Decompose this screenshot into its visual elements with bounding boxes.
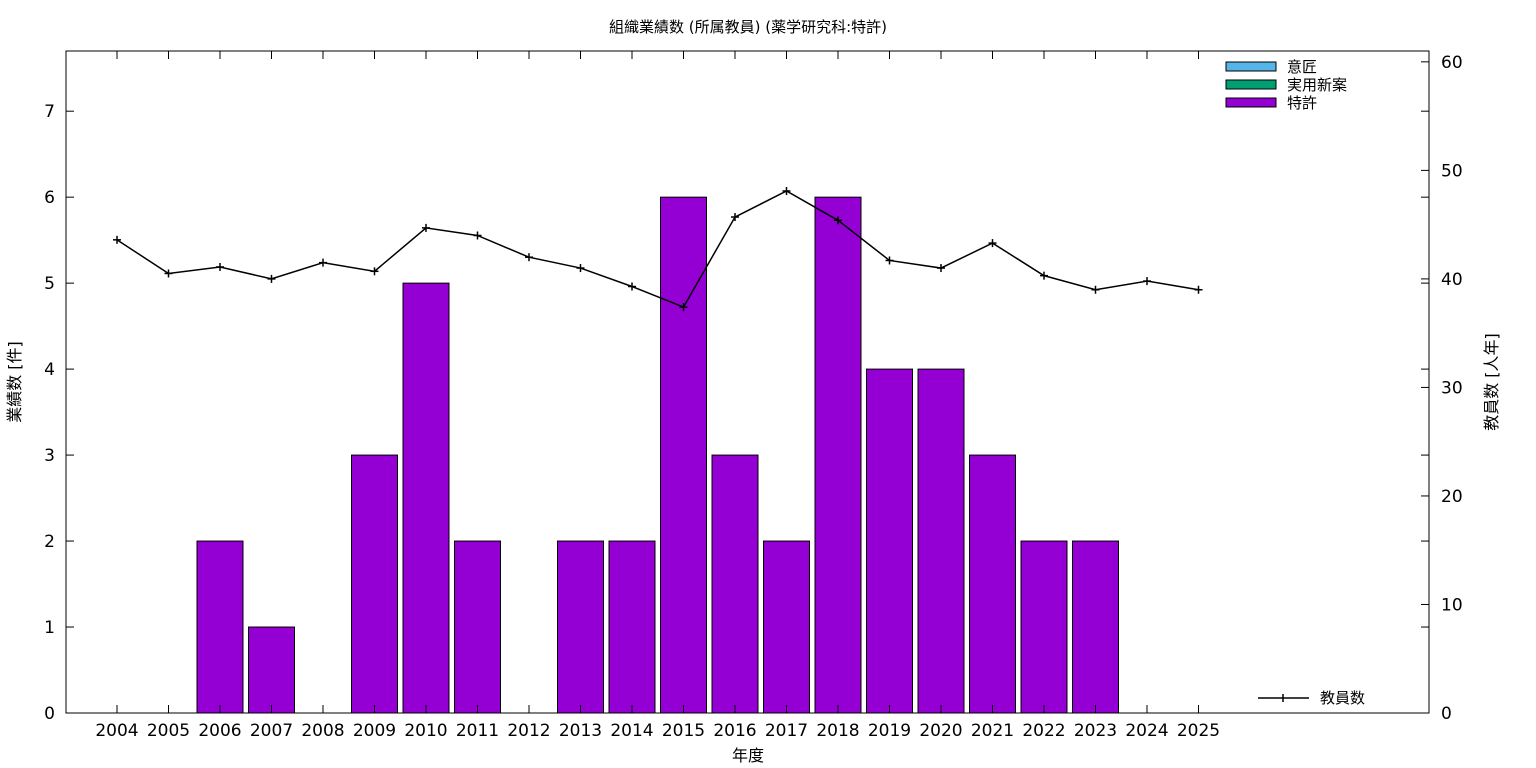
y-tick-label: 3 [44, 446, 55, 466]
line-point [576, 264, 585, 273]
y-tick-label: 5 [44, 274, 55, 294]
line-point [937, 264, 945, 273]
line-point [1143, 277, 1151, 286]
bar [196, 540, 244, 714]
line-layer [113, 186, 1203, 312]
line-series [116, 190, 1199, 309]
legend-label: 実用新案 [1287, 76, 1347, 94]
chart-title: 組織業績数 (所属教員) (薬学研究科:特許) [609, 18, 887, 36]
x-tick-label: 2015 [662, 721, 705, 741]
bar [711, 454, 759, 714]
line-point [628, 282, 636, 291]
bar [608, 540, 656, 714]
x-tick-label: 2012 [507, 721, 550, 741]
bar [1020, 540, 1068, 714]
line-point [782, 186, 791, 195]
x-tick-label: 2025 [1177, 721, 1220, 741]
line-point [988, 239, 997, 248]
line-point [834, 216, 842, 225]
y-axis-title: 業績数 [件] [5, 341, 24, 423]
y-tick-label: 4 [44, 360, 55, 380]
bar [1072, 540, 1119, 714]
line-point [473, 231, 482, 240]
bars-layer [196, 196, 1119, 714]
legend-swatch [1225, 97, 1277, 108]
line-point [1194, 285, 1203, 294]
y2-tick-label: 40 [1441, 270, 1463, 290]
y2-tick-label: 60 [1441, 53, 1463, 73]
x-tick-label: 2022 [1022, 721, 1065, 741]
y2-tick-label: 50 [1441, 161, 1463, 181]
legend-swatch [1225, 61, 1277, 72]
bar [763, 540, 810, 714]
line-point [679, 303, 688, 312]
y-tick-label: 0 [44, 704, 55, 724]
legend-swatch [1225, 79, 1277, 90]
bar [866, 368, 913, 714]
bar [557, 540, 604, 714]
y-tick-label: 2 [44, 532, 55, 552]
bar [660, 196, 707, 714]
line-point [319, 258, 327, 267]
x-tick-label: 2010 [404, 721, 447, 741]
x-tick-label: 2007 [250, 721, 293, 741]
bar [814, 196, 862, 714]
y2-tick-label: 30 [1441, 378, 1463, 398]
y2-tick-label: 10 [1441, 595, 1463, 615]
y2-tick-label: 20 [1441, 487, 1463, 507]
x-tick-label: 2020 [919, 721, 962, 741]
y-tick-label: 7 [44, 102, 55, 122]
line-point [1040, 271, 1048, 280]
bar [917, 368, 965, 714]
legend-label: 特許 [1287, 94, 1317, 112]
x-axis-title: 年度 [732, 746, 764, 765]
x-tick-label: 2021 [971, 721, 1014, 741]
x-tick-label: 2009 [353, 721, 396, 741]
x-tick-label: 2014 [610, 721, 653, 741]
line-point [1091, 285, 1100, 294]
bar [454, 540, 501, 714]
legend-label: 意匠 [1287, 58, 1317, 76]
x-tick-label: 2019 [868, 721, 911, 741]
line-point [216, 262, 224, 271]
x-tick-label: 2005 [147, 721, 190, 741]
line-point [164, 269, 173, 278]
line-point [885, 256, 894, 265]
line-point [731, 213, 739, 222]
x-tick-label: 2024 [1125, 721, 1168, 741]
line-point [267, 274, 276, 283]
x-tick-label: 2004 [95, 721, 138, 741]
x-tick-label: 2011 [456, 721, 499, 741]
x-tick-label: 2008 [301, 721, 344, 741]
x-tick-label: 2017 [765, 721, 808, 741]
y2-axis-title: 教員数 [人年] [1482, 333, 1501, 431]
bar [402, 282, 450, 714]
y2-tick-label: 0 [1441, 704, 1452, 724]
line-point [113, 235, 121, 244]
x-tick-label: 2023 [1074, 721, 1117, 741]
x-tick-label: 2016 [713, 721, 756, 741]
line-point [422, 223, 430, 232]
line-point [370, 267, 379, 276]
x-tick-label: 2006 [198, 721, 241, 741]
x-tick-label: 2018 [816, 721, 859, 741]
bar [969, 454, 1016, 714]
x-tick-label: 2013 [559, 721, 602, 741]
y-tick-label: 6 [44, 188, 55, 208]
bar [351, 454, 398, 714]
line-point [525, 253, 533, 262]
legend-label-line: 教員数 [1320, 689, 1365, 707]
bar [248, 626, 295, 714]
y-tick-label: 1 [44, 618, 55, 638]
axes-layer: 0 1 2 3 4 5 6 7 0 10 20 30 40 50 60 2004 2005 2006 2007 200… [44, 51, 1463, 741]
